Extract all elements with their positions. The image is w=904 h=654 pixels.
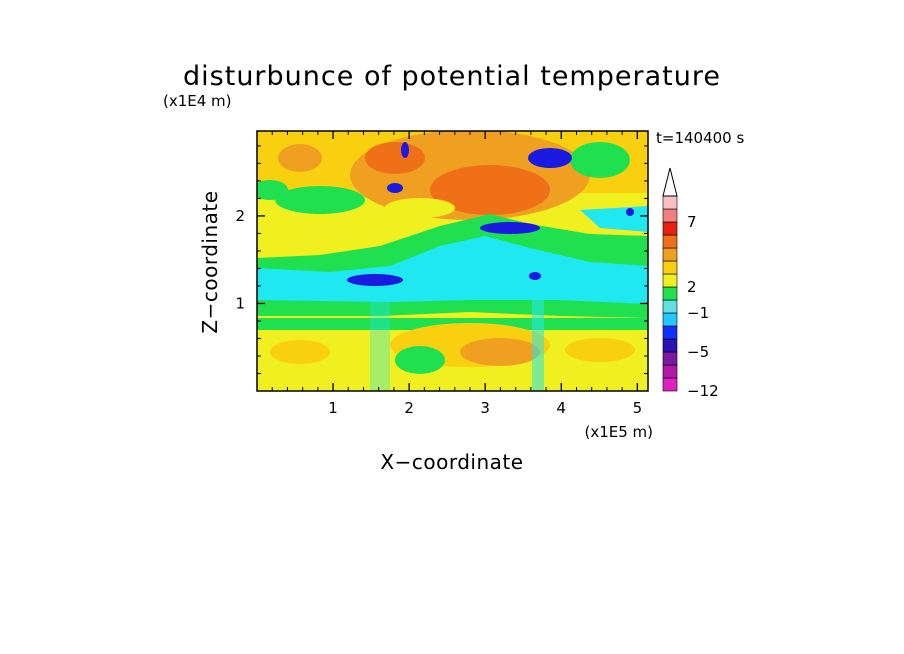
time-label: t=140400 s: [656, 129, 744, 147]
colorbar-swatch: [662, 338, 678, 353]
colorbar: −12−5−127: [662, 167, 719, 400]
y-tick-label: 2: [235, 207, 245, 225]
contour-region: [480, 222, 540, 234]
contour-region: [626, 208, 634, 216]
colorbar-swatch: [662, 325, 678, 340]
colorbar-swatch: [662, 195, 678, 210]
colorbar-swatch: [662, 299, 678, 314]
contour-region: [365, 142, 425, 174]
contour-region: [395, 346, 445, 374]
contour-region: [275, 186, 365, 214]
contour-region: [370, 300, 390, 390]
colorbar-swatch: [662, 208, 678, 223]
y-tick-label: 1: [235, 294, 245, 312]
contour-region: [532, 290, 544, 390]
contour-region: [347, 274, 403, 286]
x-axis-label: X−coordinate: [380, 450, 523, 474]
x-tick-label: 2: [404, 399, 414, 417]
contour-region: [460, 338, 540, 366]
plot-frame: [256, 130, 649, 392]
contour-region: [278, 144, 322, 172]
colorbar-swatch: [662, 312, 678, 327]
colorbar-swatch: [662, 377, 678, 392]
colorbar-level-label: −1: [687, 304, 709, 322]
colorbar-swatch: [662, 286, 678, 301]
colorbar-extend-arrow: [662, 167, 678, 197]
contour-region: [430, 165, 550, 215]
colorbar-swatch: [662, 364, 678, 379]
x-tick-label: 5: [633, 399, 643, 417]
x-unit-label: (x1E5 m): [584, 423, 653, 441]
contour-region: [385, 198, 455, 218]
contour-region: [565, 338, 635, 362]
contour-region: [257, 236, 648, 304]
colorbar-swatch: [662, 351, 678, 366]
colorbar-level-label: −12: [687, 382, 719, 400]
chart-title: disturbunce of potential temperature: [183, 61, 721, 92]
colorbar-swatch: [662, 247, 678, 262]
y-axis: 12: [235, 145, 648, 374]
contour-region: [401, 142, 409, 158]
y-unit-label: (x1E4 m): [163, 92, 232, 110]
colorbar-level-label: −5: [687, 343, 709, 361]
colorbar-swatch: [662, 260, 678, 275]
x-axis: 1 2 3 4 5: [271, 131, 643, 417]
contour-region: [528, 148, 572, 168]
colorbar-level-label: 7: [687, 213, 697, 231]
x-tick-label: 1: [328, 399, 338, 417]
y-axis-label: Z−coordinate: [198, 190, 222, 333]
contour-region: [529, 272, 541, 280]
contour-region: [570, 142, 630, 178]
colorbar-swatch: [662, 221, 678, 236]
contour-region: [270, 340, 330, 364]
contour-field: [257, 131, 648, 391]
colorbar-swatch: [662, 234, 678, 249]
x-tick-label: 3: [480, 399, 490, 417]
colorbar-swatch: [662, 273, 678, 288]
x-tick-label: 4: [557, 399, 567, 417]
contour-region: [387, 183, 403, 193]
colorbar-level-label: 2: [687, 278, 697, 296]
